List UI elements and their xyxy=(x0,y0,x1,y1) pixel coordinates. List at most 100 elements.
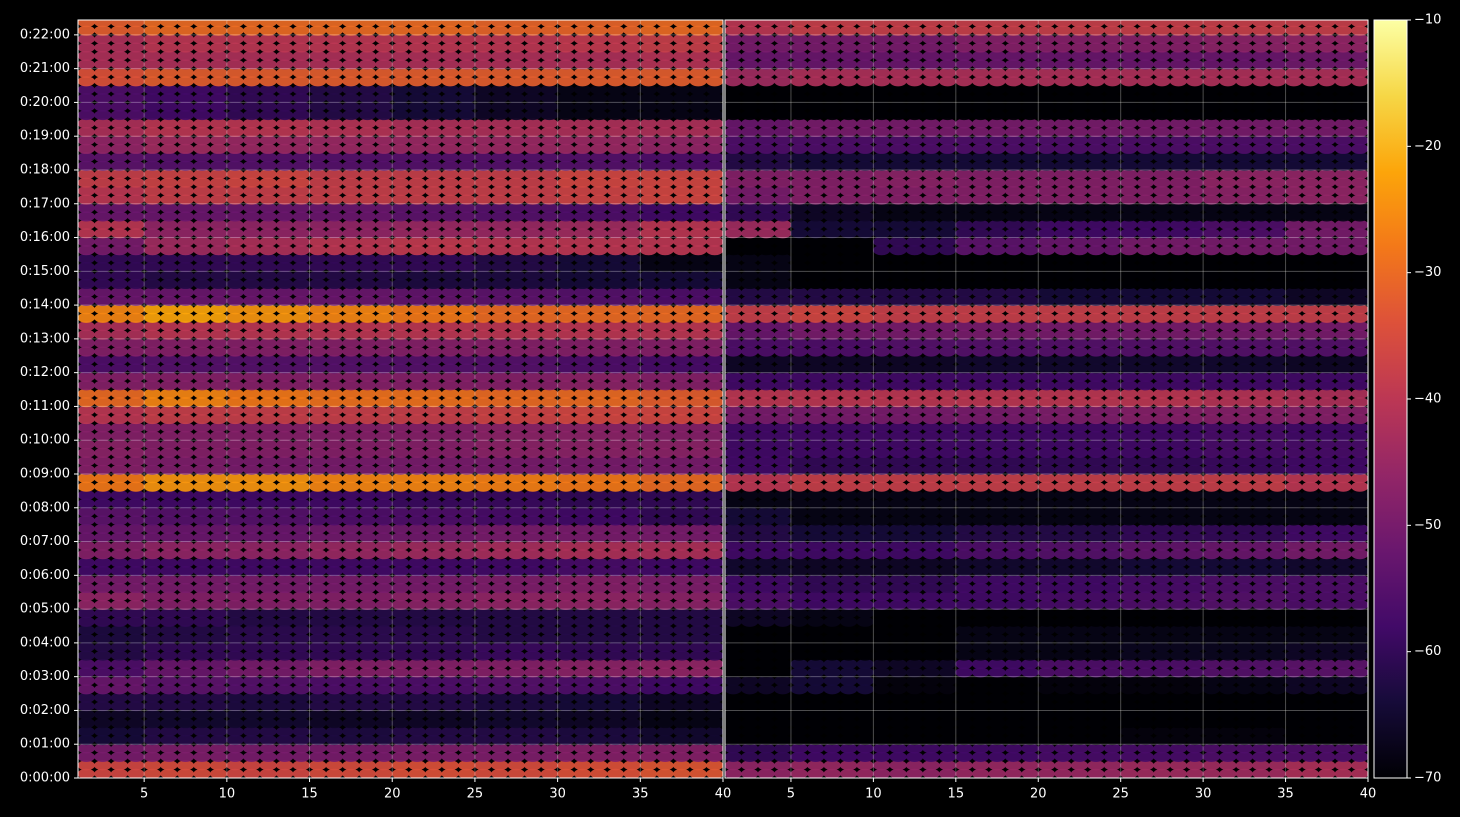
heat-cell xyxy=(706,380,723,391)
heat-cell xyxy=(1136,743,1154,754)
heat-cell xyxy=(491,262,509,273)
heat-cell xyxy=(639,616,658,627)
heat-cell xyxy=(143,582,162,594)
heat-cell xyxy=(375,177,393,188)
heat-cell xyxy=(474,380,492,391)
heat-cell xyxy=(623,329,641,340)
heat-cell xyxy=(491,25,509,36)
heat-cell xyxy=(840,642,858,653)
heat-cell xyxy=(424,718,443,729)
heat-cell xyxy=(160,625,178,636)
heat-cell xyxy=(309,253,327,264)
heat-cell xyxy=(259,506,277,518)
heat-cell xyxy=(78,388,95,399)
heat-cell xyxy=(309,701,327,712)
heat-cell xyxy=(889,642,907,653)
heat-cell xyxy=(110,506,128,518)
heat-cell xyxy=(342,414,360,425)
heat-cell xyxy=(807,667,825,678)
y-tick-label: 0:07:00 xyxy=(20,534,70,549)
heat-cell xyxy=(342,34,360,45)
heat-cell xyxy=(458,414,476,425)
heat-cell xyxy=(243,481,261,492)
heat-cell xyxy=(639,397,658,408)
heat-cell xyxy=(590,464,608,475)
heat-cell xyxy=(689,625,707,636)
heat-cell xyxy=(160,760,178,771)
x-tick-label: 40 xyxy=(715,787,732,802)
heat-cell xyxy=(193,262,211,273)
heat-cell xyxy=(955,650,973,661)
heat-cell xyxy=(78,101,95,112)
heat-cell xyxy=(507,219,525,230)
heat-cell xyxy=(78,439,95,450)
heat-cell xyxy=(309,50,327,62)
heat-cell xyxy=(243,34,261,45)
heat-cell xyxy=(391,760,410,771)
heat-cell xyxy=(259,270,277,281)
heat-cell xyxy=(706,312,723,323)
heat-cell xyxy=(391,625,410,636)
heat-cell xyxy=(193,422,211,433)
heat-cell xyxy=(391,709,410,720)
heat-cell xyxy=(391,338,410,349)
heat-cell xyxy=(391,177,410,188)
heat-cell xyxy=(259,439,277,450)
heat-cell xyxy=(325,582,343,594)
heat-cell xyxy=(540,169,558,180)
heat-cell xyxy=(342,532,360,543)
heat-cell xyxy=(143,278,162,290)
heat-cell xyxy=(706,126,723,138)
heat-cell xyxy=(757,709,775,720)
heat-cell xyxy=(160,574,178,585)
heat-cell xyxy=(1120,751,1138,762)
heat-cell xyxy=(689,34,707,45)
heat-cell xyxy=(424,67,443,78)
heat-cell xyxy=(673,211,691,222)
heat-cell xyxy=(706,186,723,197)
heat-cell xyxy=(639,245,658,256)
heat-cell xyxy=(491,557,509,568)
heat-cell xyxy=(309,582,327,594)
heat-cell xyxy=(441,599,459,610)
heat-cell xyxy=(78,346,95,357)
heat-cell xyxy=(358,270,377,281)
heat-cell xyxy=(375,684,393,695)
heat-cell xyxy=(292,726,310,737)
heat-cell xyxy=(623,380,641,391)
heat-cell xyxy=(1219,743,1237,754)
heat-cell xyxy=(325,633,343,644)
heat-cell xyxy=(656,549,674,560)
heat-cell xyxy=(391,684,410,695)
heat-cell xyxy=(94,219,112,230)
heat-cell xyxy=(507,490,525,501)
heat-cell xyxy=(342,160,360,171)
heat-cell xyxy=(1318,684,1336,695)
heat-cell xyxy=(491,202,509,214)
heat-cell xyxy=(94,42,112,53)
heat-cell xyxy=(342,608,360,619)
heat-cell xyxy=(358,481,377,492)
heat-cell xyxy=(606,278,625,290)
heat-cell xyxy=(176,490,195,501)
heat-cell xyxy=(1120,667,1138,678)
heat-cell xyxy=(524,549,542,560)
heat-cell xyxy=(276,397,294,408)
heat-cell xyxy=(143,236,162,247)
heat-cell xyxy=(176,354,195,366)
heat-cell xyxy=(375,219,393,230)
heat-cell xyxy=(557,422,575,433)
heat-cell xyxy=(540,633,558,644)
heat-cell xyxy=(243,25,261,36)
heat-cell xyxy=(110,202,128,214)
heat-cell xyxy=(424,481,443,492)
heat-cell xyxy=(1252,633,1270,644)
heat-cell xyxy=(971,642,990,653)
heat-cell xyxy=(176,202,195,214)
heat-cell xyxy=(424,177,443,188)
heat-cell xyxy=(491,50,509,62)
heat-cell xyxy=(491,59,509,70)
heat-cell xyxy=(325,515,343,526)
heat-cell xyxy=(176,566,195,577)
heat-cell xyxy=(1169,701,1187,712)
